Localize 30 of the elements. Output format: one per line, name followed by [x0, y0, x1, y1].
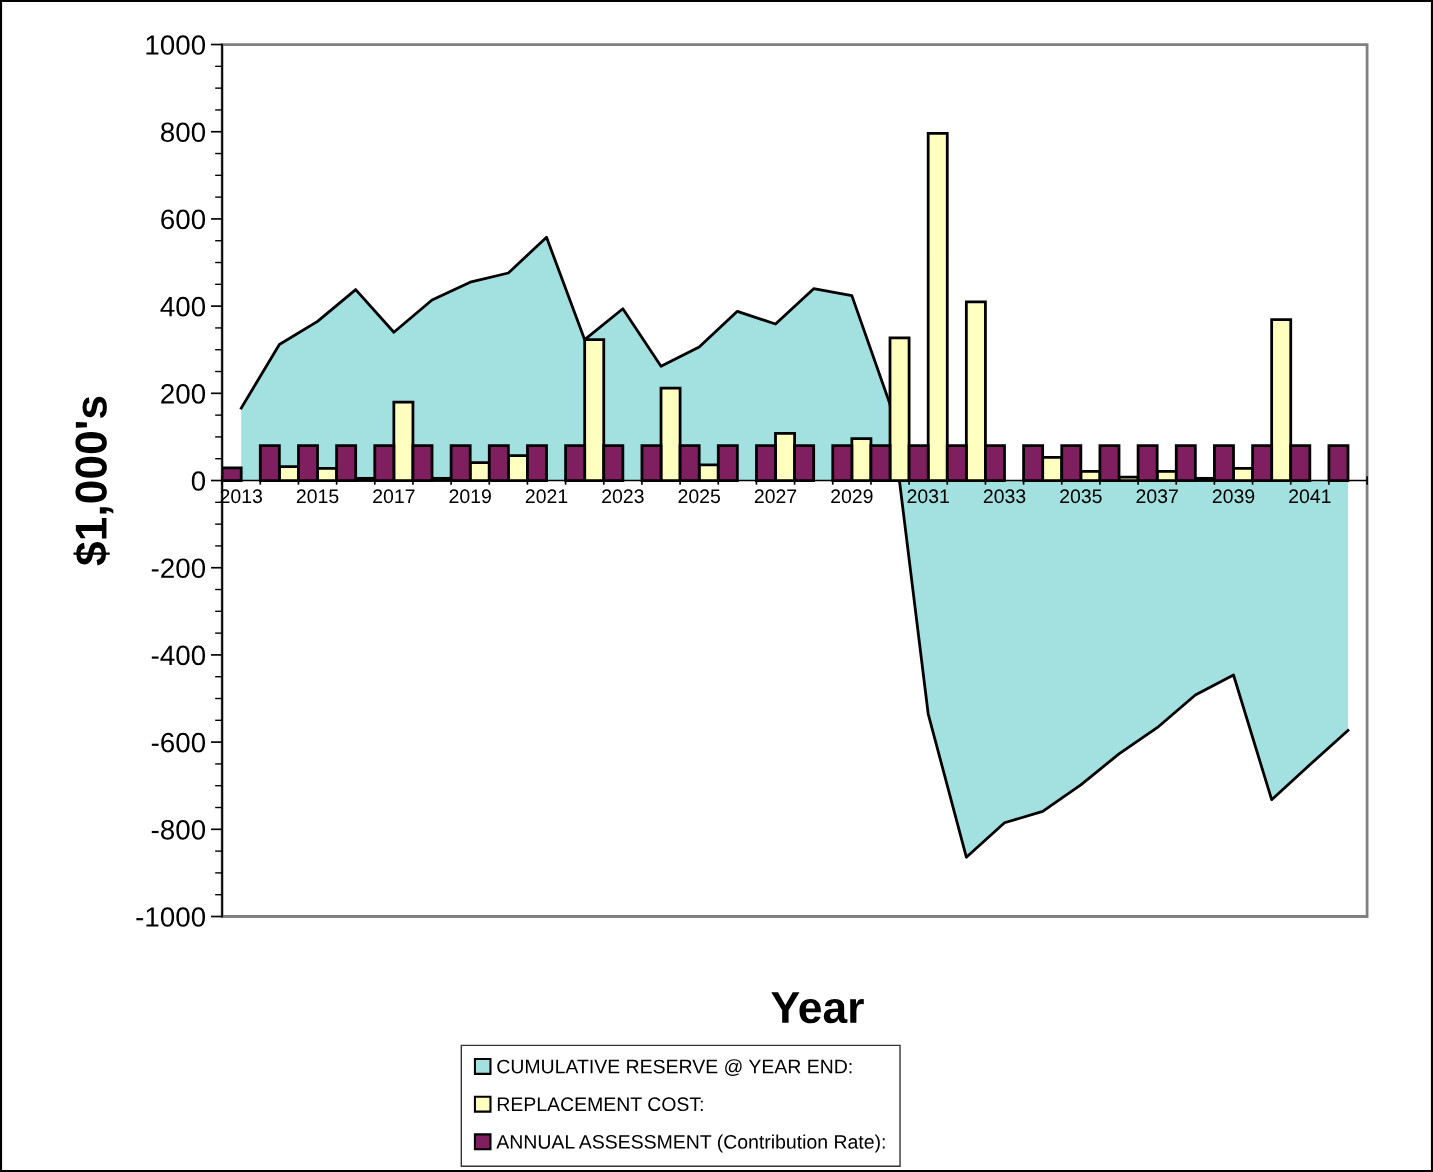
y-tick-label: 400 [160, 296, 206, 317]
y-tick-label: 600 [161, 209, 206, 230]
x-tick-label: 2029 [831, 489, 873, 504]
y-tick-label: 200 [161, 383, 206, 404]
y-tick-label: -800 [151, 819, 206, 840]
x-tick-label: 2031 [907, 489, 949, 504]
y-tick-label: -1000 [136, 907, 206, 927]
legend-label: ANNUAL ASSESSMENT (Contribution Rate): [496, 1134, 885, 1153]
y-tick-label: 0 [191, 471, 206, 491]
legend-label: CUMULATIVE RESERVE @ YEAR END: [497, 1059, 852, 1076]
x-tick-label: 2019 [449, 489, 491, 504]
x-tick-label: 2035 [1060, 489, 1102, 504]
legend-label: REPLACEMENT COST: [497, 1097, 703, 1112]
x-tick-label: 2039 [1212, 489, 1255, 504]
y-tick-label: 800 [161, 122, 206, 143]
x-axis-title: Year [771, 992, 864, 1024]
x-tick-label: 2033 [983, 489, 1026, 504]
x-tick-label: 2017 [373, 489, 415, 504]
y-axis-title: $1,000's [73, 396, 114, 566]
x-tick-label: 2027 [754, 489, 797, 504]
x-tick-label: 2041 [1289, 489, 1331, 504]
y-tick-label: -400 [151, 645, 206, 666]
y-tick-label: -200 [151, 558, 206, 579]
x-tick-label: 2021 [525, 489, 568, 504]
x-tick-label: 2023 [602, 489, 644, 504]
y-tick-label: -600 [151, 732, 206, 753]
x-tick-label: 2015 [296, 489, 339, 504]
x-tick-label: 2025 [678, 489, 720, 504]
x-tick-label: 2037 [1136, 489, 1178, 504]
y-tick-label: 1000 [146, 35, 206, 55]
